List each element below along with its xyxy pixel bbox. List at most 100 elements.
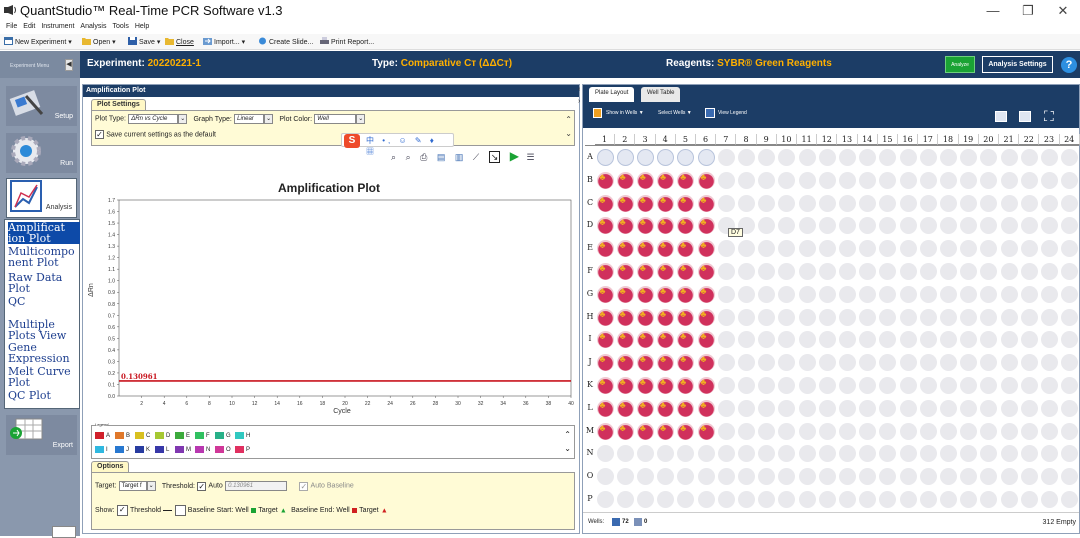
collapse-chevron-icon[interactable]: ⌃ xyxy=(565,115,572,124)
well[interactable] xyxy=(798,240,816,258)
legend-item[interactable]: B xyxy=(115,431,130,440)
well-assigned[interactable]: ♣ xyxy=(657,331,675,349)
plot-settings-tab[interactable]: Plot Settings xyxy=(91,99,146,110)
well[interactable] xyxy=(838,468,856,486)
well-assigned[interactable]: ♣ xyxy=(636,377,654,394)
well-assigned[interactable]: ♣ xyxy=(657,217,675,235)
well[interactable] xyxy=(778,491,796,508)
chevron-down-icon[interactable]: ⌄ xyxy=(146,481,156,491)
well[interactable] xyxy=(980,331,998,349)
well[interactable] xyxy=(758,331,776,349)
well[interactable] xyxy=(859,399,877,417)
well-assigned[interactable]: ♣ xyxy=(636,171,654,189)
well[interactable] xyxy=(1020,240,1038,258)
zoom-in-icon[interactable]: ⌕ xyxy=(391,152,397,162)
well[interactable] xyxy=(717,354,735,372)
row-header[interactable]: M xyxy=(585,425,595,435)
well[interactable] xyxy=(919,354,937,372)
well[interactable] xyxy=(1000,491,1018,508)
chevron-down-icon[interactable]: ⌄ xyxy=(356,114,366,124)
well-assigned[interactable]: ♣ xyxy=(657,240,675,258)
well[interactable] xyxy=(758,149,776,166)
ime-tool-icons[interactable]: 中 •, ☺ ✎ ♦ ▦ xyxy=(366,136,437,156)
well[interactable] xyxy=(838,308,856,326)
well[interactable] xyxy=(960,217,978,235)
well-assigned[interactable]: ♣ xyxy=(616,240,634,258)
well[interactable] xyxy=(596,468,614,486)
well[interactable] xyxy=(899,468,917,486)
expand-chevron-icon[interactable]: ⌄ xyxy=(565,129,572,138)
legend-item[interactable]: O xyxy=(215,445,231,454)
well[interactable] xyxy=(1040,354,1058,372)
well[interactable] xyxy=(1040,149,1058,166)
well[interactable] xyxy=(899,171,917,189)
well[interactable] xyxy=(798,331,816,349)
well[interactable] xyxy=(879,149,897,166)
well[interactable] xyxy=(838,263,856,280)
well[interactable] xyxy=(818,308,836,326)
well[interactable] xyxy=(1061,240,1079,258)
well[interactable] xyxy=(899,491,917,508)
nav-qc-summary[interactable]: QC Summary xyxy=(8,296,62,308)
well[interactable] xyxy=(859,445,877,463)
well[interactable] xyxy=(1061,194,1079,212)
well[interactable] xyxy=(879,171,897,189)
well[interactable] xyxy=(939,217,957,235)
well[interactable] xyxy=(1061,422,1079,440)
well[interactable] xyxy=(717,308,735,326)
well-assigned[interactable]: ♣ xyxy=(616,217,634,235)
legend-item[interactable]: M xyxy=(175,445,191,454)
maximize-button[interactable]: ❐ xyxy=(1022,3,1034,18)
well[interactable] xyxy=(818,468,836,486)
well[interactable] xyxy=(919,331,937,349)
well-assigned[interactable]: ♣ xyxy=(616,263,634,280)
well-assigned[interactable]: ♣ xyxy=(677,240,695,258)
legend-item[interactable]: H xyxy=(235,431,250,440)
auto-threshold-checkbox[interactable]: ✓ xyxy=(197,481,207,491)
well[interactable] xyxy=(899,285,917,303)
well-assigned[interactable]: ♣ xyxy=(657,399,675,417)
well[interactable] xyxy=(899,263,917,280)
grid-view-icon[interactable] xyxy=(1019,111,1031,122)
well[interactable] xyxy=(1020,377,1038,394)
export-plot-icon[interactable]: ▥ xyxy=(454,152,464,162)
well[interactable] xyxy=(636,468,654,486)
graph-type-select[interactable]: Linear xyxy=(234,114,265,124)
well[interactable] xyxy=(939,445,957,463)
well[interactable] xyxy=(717,422,735,440)
row-header[interactable]: O xyxy=(586,471,594,481)
well[interactable] xyxy=(980,468,998,486)
well[interactable] xyxy=(697,149,715,166)
legend-item[interactable]: N xyxy=(195,445,210,454)
well[interactable] xyxy=(838,491,856,508)
row-header[interactable]: K xyxy=(587,380,593,389)
well[interactable] xyxy=(1061,491,1079,508)
well[interactable] xyxy=(899,445,917,463)
well-assigned[interactable]: ♣ xyxy=(596,377,614,394)
well[interactable] xyxy=(1000,354,1018,372)
well[interactable] xyxy=(1000,445,1018,463)
help-icon[interactable]: ? xyxy=(1061,57,1077,73)
show-in-wells-icon[interactable] xyxy=(593,108,602,118)
well[interactable] xyxy=(980,377,998,394)
well-assigned[interactable]: ♣ xyxy=(677,217,695,235)
well[interactable] xyxy=(758,445,776,463)
well-assigned[interactable]: ♣ xyxy=(657,354,675,372)
menu-analysis[interactable]: Analysis xyxy=(80,23,107,30)
well[interactable] xyxy=(899,354,917,372)
well[interactable] xyxy=(960,399,978,417)
well[interactable] xyxy=(1061,354,1079,372)
well[interactable] xyxy=(818,422,836,440)
chevron-down-icon[interactable]: ⌄ xyxy=(264,114,274,124)
well[interactable] xyxy=(1040,468,1058,486)
well[interactable] xyxy=(798,354,816,372)
well[interactable] xyxy=(838,171,856,189)
threshold-input[interactable]: 0.130961 xyxy=(225,481,288,491)
panel-collapse-left-icon[interactable]: ‹ xyxy=(578,86,581,93)
legend-item[interactable]: I xyxy=(95,445,108,454)
well[interactable] xyxy=(980,263,998,280)
legend-item[interactable]: A xyxy=(95,431,110,440)
well-assigned[interactable]: ♣ xyxy=(616,331,634,349)
well[interactable] xyxy=(1061,308,1079,326)
well[interactable] xyxy=(818,354,836,372)
